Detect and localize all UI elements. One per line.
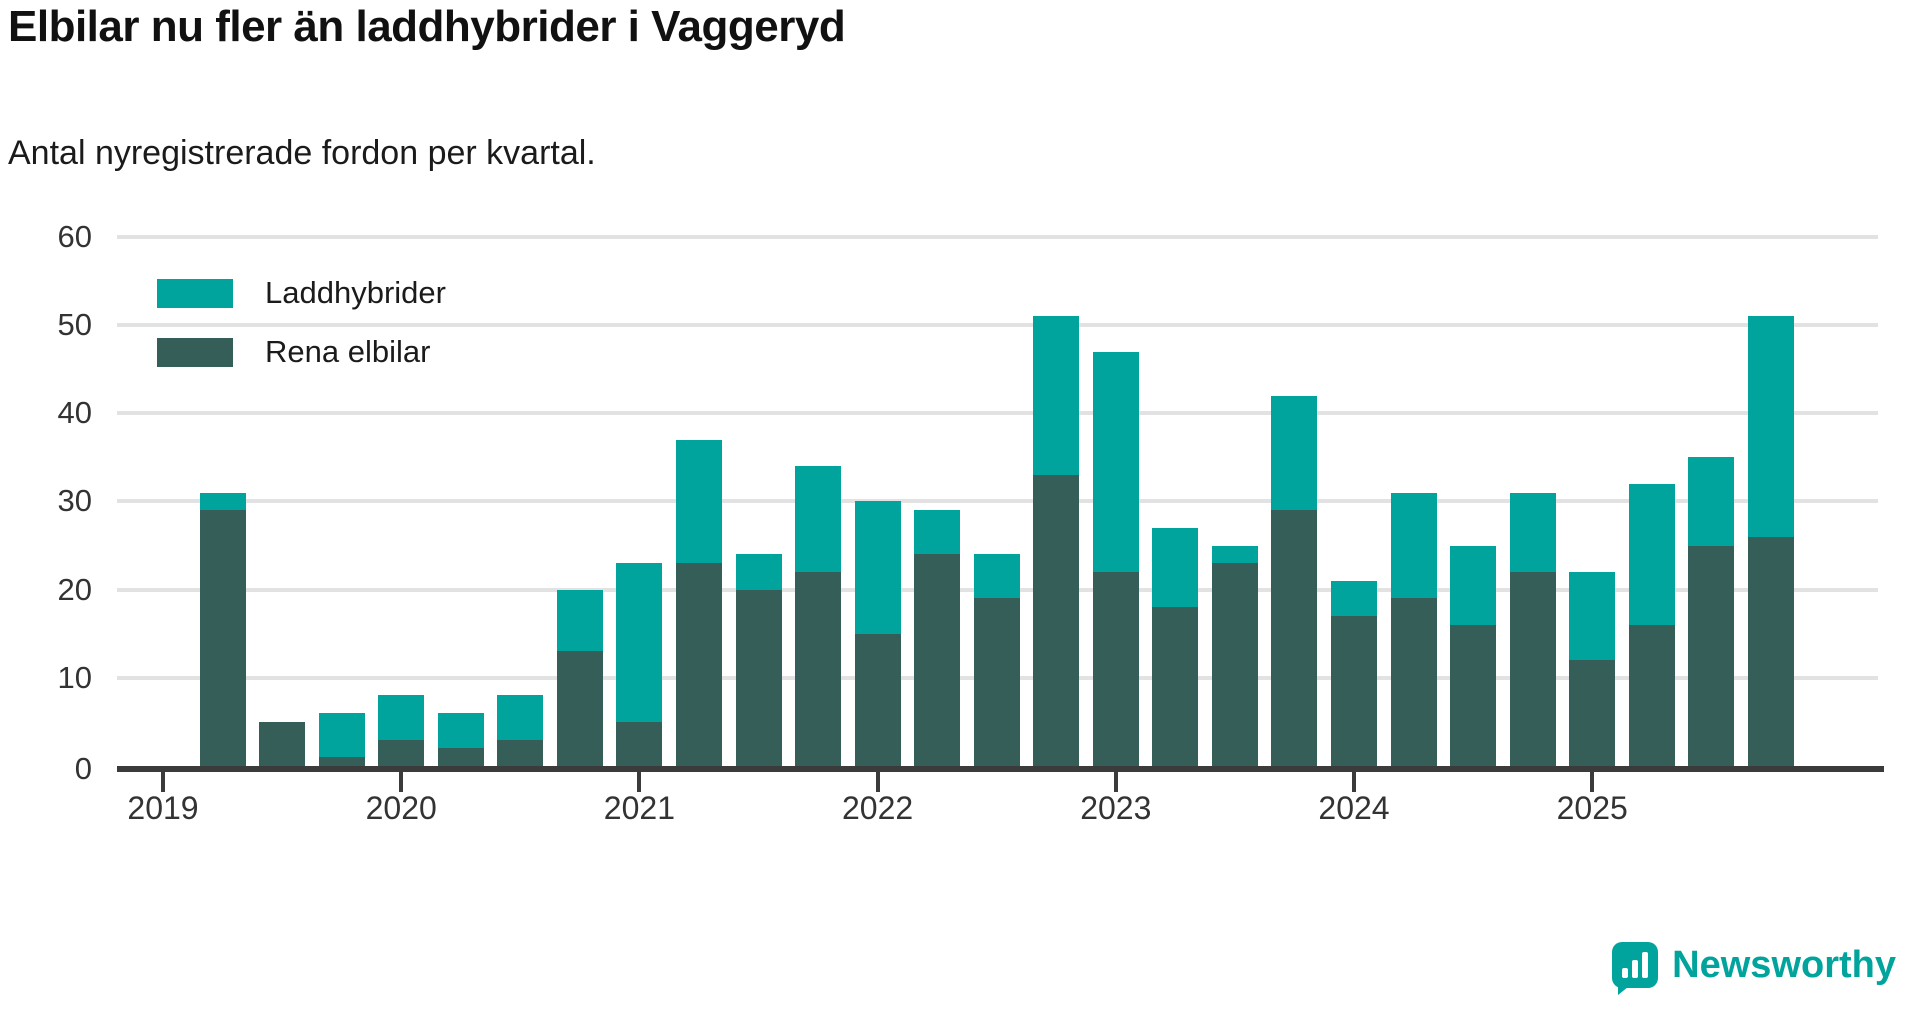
bar-segment-rena-elbilar (318, 757, 365, 766)
x-axis-line (117, 766, 1884, 772)
bar-segment-laddhybrider (675, 439, 722, 564)
y-axis-tick-label: 40 (57, 395, 92, 431)
bar-segment-laddhybrider (1271, 395, 1318, 511)
bar-segment-laddhybrider (1152, 527, 1199, 608)
bar-segment-laddhybrider (1688, 457, 1735, 546)
bar-segment-laddhybrider (1211, 545, 1258, 564)
legend-swatch-laddhybrider (157, 278, 233, 308)
bar-segment-laddhybrider (1628, 483, 1675, 625)
bar-segment-laddhybrider (1450, 545, 1497, 625)
bar-segment-rena-elbilar (1688, 545, 1735, 766)
bar-segment-laddhybrider (1033, 316, 1080, 476)
x-axis-year-label: 2020 (365, 790, 437, 826)
bar-segment-rena-elbilar (1628, 624, 1675, 766)
bar-segment-laddhybrider (318, 713, 365, 758)
gridline-y40 (117, 411, 1878, 416)
newsworthy-logo: Newsworthy (1612, 942, 1896, 995)
y-axis-tick-label: 60 (57, 218, 92, 254)
y-axis-tick-label: 0 (74, 751, 92, 786)
bar-segment-laddhybrider (795, 466, 842, 573)
gridline-y50 (117, 323, 1878, 328)
bar-segment-rena-elbilar (616, 721, 663, 766)
bar-segment-rena-elbilar (1152, 607, 1199, 766)
chart-legend: Laddhybrider Rena elbilar (157, 275, 446, 396)
x-axis-tick (637, 772, 642, 792)
bar-segment-laddhybrider (1092, 351, 1139, 573)
legend-swatch-rena-elbilar (157, 337, 233, 367)
newsworthy-bar-chart-icon (1612, 942, 1659, 995)
gridline-y30 (117, 499, 1878, 504)
x-axis-tick (1352, 772, 1356, 792)
bar-segment-rena-elbilar (556, 651, 603, 766)
bar-segment-laddhybrider (437, 713, 484, 749)
x-axis-year-label: 2021 (603, 790, 675, 826)
bar-segment-rena-elbilar (1569, 660, 1616, 766)
legend-label-rena-elbilar: Rena elbilar (265, 334, 431, 369)
bar-segment-laddhybrider (556, 589, 603, 652)
bar-segment-rena-elbilar (259, 721, 306, 766)
bar-segment-rena-elbilar (675, 563, 722, 766)
x-axis-tick (1590, 772, 1595, 792)
y-axis-tick-label: 30 (57, 483, 92, 519)
x-axis-year-label: 2019 (127, 790, 199, 826)
x-axis-year-label: 2023 (1080, 790, 1152, 826)
chart-subtitle: Antal nyregistrerade fordon per kvartal. (8, 134, 596, 172)
bar-segment-rena-elbilar (1509, 572, 1556, 766)
bar-segment-laddhybrider (1390, 492, 1437, 599)
bar-segment-laddhybrider (914, 510, 961, 555)
bar-segment-rena-elbilar (1092, 572, 1139, 766)
bar-segment-laddhybrider (1747, 316, 1794, 537)
x-axis-year-label: 2024 (1318, 790, 1390, 826)
bar-segment-rena-elbilar (735, 589, 782, 766)
bar-segment-laddhybrider (497, 695, 544, 740)
bar-segment-rena-elbilar (1747, 536, 1794, 766)
bar-segment-rena-elbilar (1211, 563, 1258, 766)
gridline-y60 (117, 234, 1878, 239)
x-axis-tick (399, 772, 404, 792)
bar-segment-rena-elbilar (437, 748, 484, 766)
bar-segment-laddhybrider (1331, 580, 1377, 617)
y-axis-tick-label: 10 (57, 659, 92, 695)
bar-segment-rena-elbilar (497, 739, 544, 766)
x-axis-tick (1113, 772, 1118, 792)
legend-item-laddhybrider: Laddhybrider (157, 275, 446, 310)
bar-segment-laddhybrider (973, 554, 1020, 599)
legend-label-laddhybrider: Laddhybrider (265, 275, 446, 310)
bar-segment-rena-elbilar (1271, 510, 1318, 766)
newsworthy-wordmark: Newsworthy (1672, 943, 1896, 986)
x-axis-year-label: 2022 (842, 790, 914, 826)
bar-segment-laddhybrider (199, 492, 246, 511)
bar-segment-rena-elbilar (1390, 598, 1437, 766)
bar-segment-rena-elbilar (199, 510, 246, 766)
bar-segment-laddhybrider (735, 554, 782, 590)
bar-segment-rena-elbilar (1331, 616, 1377, 766)
bar-segment-laddhybrider (854, 501, 901, 634)
bar-segment-rena-elbilar (1450, 624, 1497, 766)
bar-segment-rena-elbilar (914, 554, 961, 766)
bar-segment-laddhybrider (1569, 572, 1616, 661)
bar-segment-laddhybrider (1509, 492, 1556, 573)
bar-segment-laddhybrider (616, 563, 663, 722)
bar-segment-rena-elbilar (854, 633, 901, 766)
x-axis-year-label: 2025 (1556, 790, 1628, 826)
page-title: Elbilar nu fler än laddhybrider i Vagger… (8, 2, 846, 51)
bar-segment-rena-elbilar (378, 739, 425, 766)
y-axis-tick-label: 50 (57, 307, 92, 343)
bar-segment-rena-elbilar (973, 598, 1020, 766)
legend-item-rena-elbilar: Rena elbilar (157, 334, 446, 369)
x-axis-tick (875, 772, 880, 792)
bar-segment-laddhybrider (378, 695, 425, 740)
x-axis-tick (161, 772, 165, 792)
y-axis-tick-label: 20 (57, 571, 92, 607)
bar-segment-rena-elbilar (795, 572, 842, 766)
bar-segment-rena-elbilar (1033, 475, 1080, 766)
